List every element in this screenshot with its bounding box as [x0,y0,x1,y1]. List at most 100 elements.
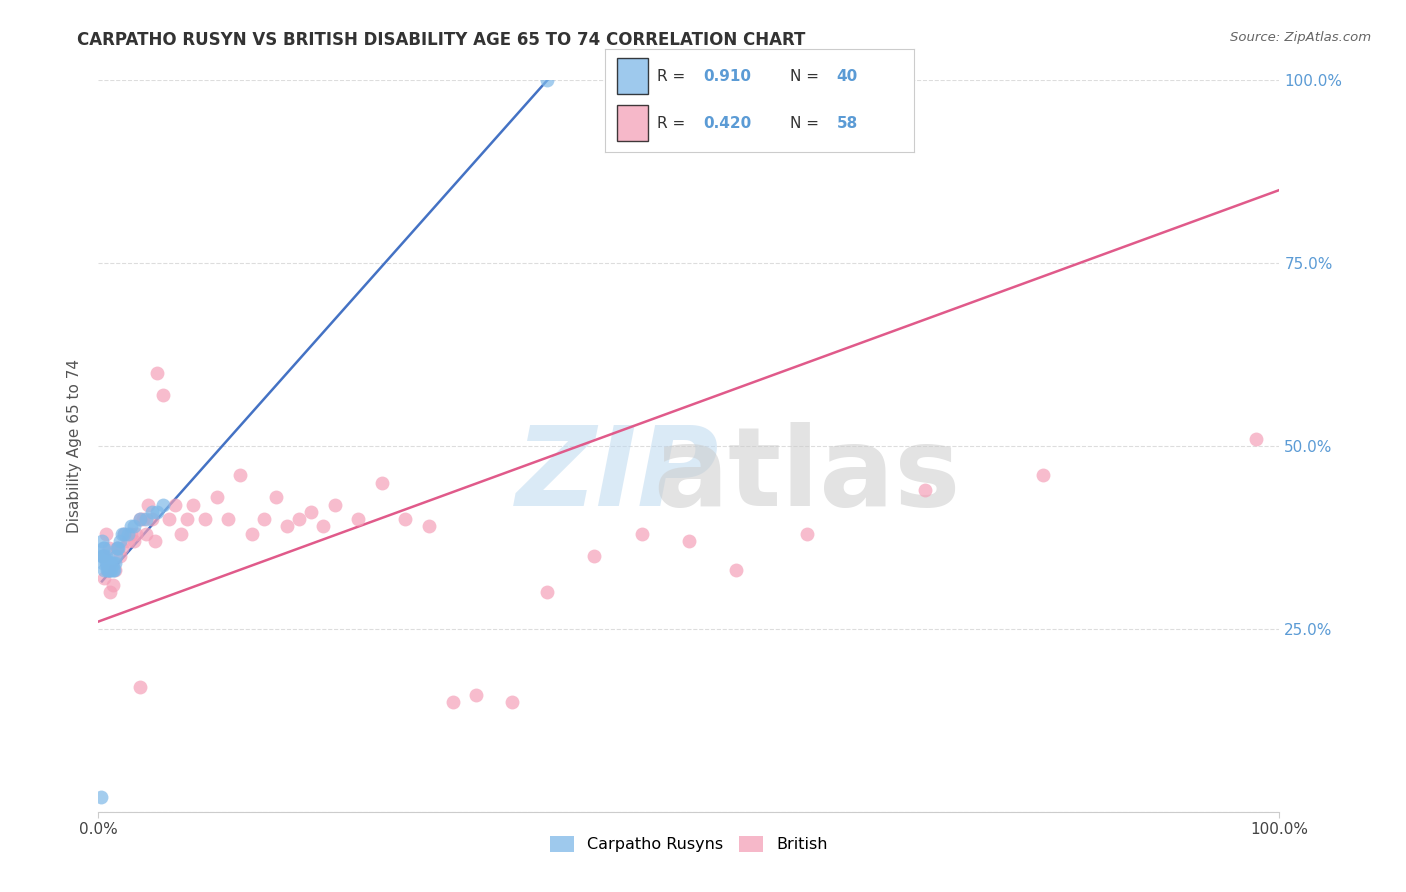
Point [1032,468,1054,483]
Point [93,563,115,577]
Point [98,541,121,556]
Point [117,526,139,541]
Point [465,688,488,702]
Point [112,526,135,541]
Point [176,512,198,526]
Point [111,541,134,556]
Point [128,681,150,695]
Point [98,556,121,570]
Text: 0.420: 0.420 [703,116,752,131]
Point [112,526,135,541]
Point [288,512,311,526]
Point [101,556,124,570]
Point [104,556,127,570]
Point [143,534,166,549]
Point [105,549,128,563]
Point [122,519,145,533]
Point [136,498,159,512]
Point [91,549,114,563]
Point [394,512,416,526]
Point [135,512,157,526]
Point [91,549,114,563]
Point [299,505,322,519]
Point [91,556,114,570]
Point [152,498,174,512]
Point [157,512,180,526]
Text: N =: N = [790,116,820,131]
Point [217,512,239,526]
Point [93,549,115,563]
Point [276,519,298,533]
Point [678,534,700,549]
Point [98,585,121,599]
Point [725,563,748,577]
Point [371,475,394,490]
Point [146,366,169,380]
Point [347,512,370,526]
Y-axis label: Disability Age 65 to 74: Disability Age 65 to 74 [67,359,83,533]
Point [108,534,131,549]
Point [128,512,150,526]
Point [170,526,193,541]
Point [121,519,143,533]
Point [97,563,120,577]
Point [98,563,121,577]
Text: R =: R = [657,69,685,84]
Point [1244,432,1267,446]
Point [441,695,464,709]
Point [165,498,187,512]
Point [101,578,124,592]
Point [96,556,118,570]
Point [152,388,174,402]
Point [105,541,128,556]
Point [90,790,112,805]
Point [501,695,523,709]
Point [141,505,163,519]
Point [418,519,440,533]
Point [93,571,115,585]
Point [117,534,139,549]
Point [536,73,558,87]
Legend: Carpatho Rusyns, British: Carpatho Rusyns, British [544,830,834,859]
Point [101,563,124,577]
Point [91,541,114,556]
Point [107,541,129,556]
Point [323,498,346,512]
Text: R =: R = [657,116,685,131]
Text: N =: N = [790,69,820,84]
Point [97,556,120,570]
Point [146,505,169,519]
Point [108,549,131,563]
Point [93,541,115,556]
Text: ZIP: ZIP [516,422,720,529]
Point [121,526,143,541]
Point [205,490,228,504]
Point [181,498,204,512]
Point [536,585,558,599]
Point [583,549,606,563]
Point [264,490,287,504]
Point [94,549,117,563]
Point [96,563,118,577]
Text: 0.910: 0.910 [703,69,752,84]
Point [94,556,117,570]
Point [135,526,157,541]
Text: 58: 58 [837,116,858,131]
Point [100,556,122,570]
Point [94,526,117,541]
Point [91,534,114,549]
Point [98,556,121,570]
Point [103,563,125,577]
Point [312,519,335,533]
Point [104,563,127,577]
Text: atlas: atlas [654,422,960,529]
Point [796,526,818,541]
Text: 40: 40 [837,69,858,84]
Point [91,549,114,563]
Text: CARPATHO RUSYN VS BRITISH DISABILITY AGE 65 TO 74 CORRELATION CHART: CARPATHO RUSYN VS BRITISH DISABILITY AGE… [77,31,806,49]
Point [98,563,121,577]
Point [122,534,145,549]
Text: Source: ZipAtlas.com: Source: ZipAtlas.com [1230,31,1371,45]
Point [630,526,652,541]
Point [141,512,163,526]
